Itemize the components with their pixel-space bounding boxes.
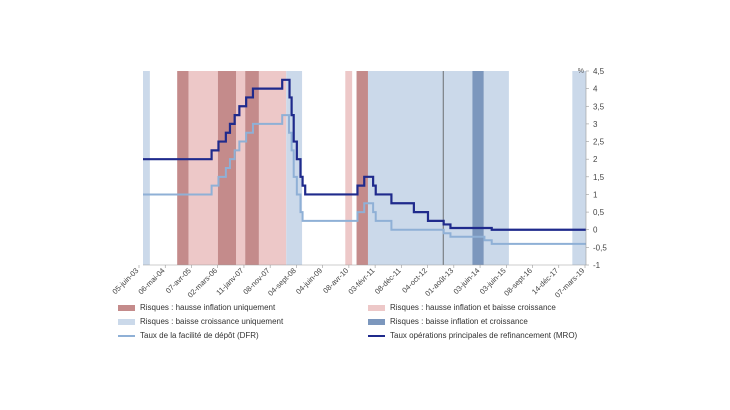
legend-line-swatch: [118, 334, 135, 337]
x-tick-label: 04-juin-09: [294, 266, 324, 296]
legend-swatch: [368, 318, 385, 325]
y-tick-label: 4,5: [593, 67, 605, 76]
mro-line: [143, 78, 586, 231]
chart-legend: Risques : hausse inflation uniquement Ris…: [118, 303, 618, 353]
shaded-period-h: [245, 71, 259, 265]
x-tick-label: 08-sept-16: [502, 266, 534, 298]
y-tick-label: 2: [593, 155, 598, 164]
y-axis: % 4,5 4 3,5 3 2,5 2 1,5 1 0,5 0 -0,5 -1: [578, 67, 608, 270]
series-lines: [143, 78, 586, 245]
legend-label: Taux de la facilité de dépôt (DFR): [140, 331, 259, 340]
shaded-period-hb: [345, 71, 353, 265]
shaded-period-b: [572, 71, 586, 265]
y-unit-label: %: [578, 68, 584, 75]
y-tick-label: 1: [593, 190, 598, 199]
legend-item: Taux de la facilité de dépôt (DFR): [118, 331, 259, 340]
shaded-period-b: [483, 71, 509, 265]
shaded-period-b: [143, 71, 150, 265]
y-tick-label: -1: [593, 261, 601, 270]
shaded-period-b: [367, 71, 473, 265]
legend-item: Risques : hausse inflation uniquement: [118, 303, 275, 312]
legend-label: Risques : baisse inflation et croissance: [390, 317, 528, 326]
legend-label: Taux opérations principales de refinance…: [390, 331, 578, 340]
legend-item: Taux opérations principales de refinance…: [368, 331, 577, 340]
x-axis: 05-juin-0306-mai-0407-avr-0502-mars-0611…: [110, 264, 586, 300]
legend-line-swatch: [368, 334, 385, 337]
legend-item: Risques : hausse inflation et baisse cro…: [368, 303, 556, 312]
legend-item: Risques : baisse inflation et croissance: [368, 317, 528, 326]
x-tick-label: 03-juin-14: [452, 266, 482, 296]
x-tick-label: 08-déc-11: [373, 266, 403, 296]
shaded-period-hb: [258, 71, 287, 265]
y-tick-label: 1,5: [593, 173, 605, 182]
x-tick-label: 11-janv-07: [214, 266, 245, 297]
dfr-line: [143, 114, 586, 245]
y-tick-label: 3: [593, 120, 598, 129]
x-tick-label: 06-mai-04: [136, 266, 166, 296]
shaded-period-bb: [472, 71, 484, 265]
chart-svg: 05-juin-0306-mai-0407-avr-0502-mars-0611…: [110, 67, 608, 300]
x-tick-label: 01-août-13: [423, 266, 455, 298]
legend-swatch: [368, 304, 385, 311]
y-tick-label: 0: [593, 226, 598, 235]
y-tick-label: 2,5: [593, 138, 605, 147]
shaded-period-h: [177, 71, 189, 265]
legend-swatch: [118, 318, 135, 325]
legend-item: Risques : baisse croissance uniquement: [118, 317, 283, 326]
shaded-period-h: [356, 71, 368, 265]
x-tick-label: 05-juin-03: [110, 266, 140, 296]
y-tick-label: 4: [593, 85, 598, 94]
y-tick-label: 3,5: [593, 102, 605, 111]
legend-swatch: [118, 304, 135, 311]
shaded-regimes: [143, 71, 586, 265]
shaded-period-hb: [236, 71, 246, 265]
x-tick-label: 04-sept-08: [266, 266, 298, 298]
y-tick-label: 0,5: [593, 208, 605, 217]
y-tick-label: -0,5: [593, 243, 607, 252]
legend-label: Risques : hausse inflation uniquement: [140, 303, 276, 312]
legend-label: Risques : baisse croissance uniquement: [140, 317, 284, 326]
shaded-period-hb: [188, 71, 218, 265]
x-tick-label: 03-févr-11: [346, 266, 376, 296]
legend-label: Risques : hausse inflation et baisse cro…: [390, 303, 556, 312]
